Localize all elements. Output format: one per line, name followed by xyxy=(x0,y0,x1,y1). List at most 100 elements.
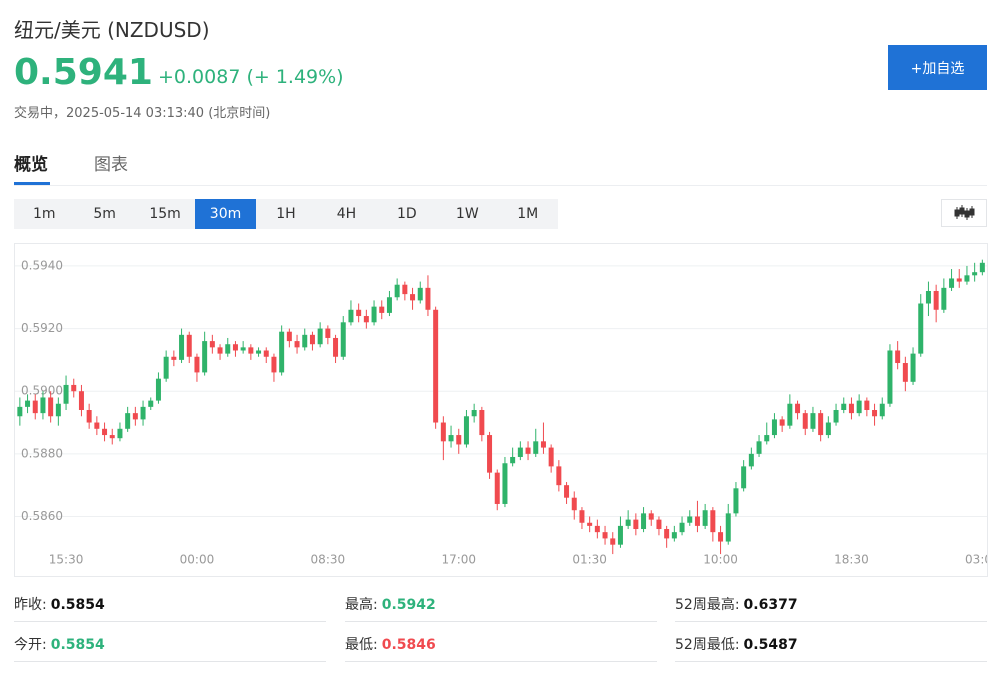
stat-label: 最高: xyxy=(345,597,378,613)
interval-button[interactable]: 5m xyxy=(93,206,116,222)
candle-body xyxy=(502,463,508,504)
candle-body xyxy=(17,406,23,417)
candle-body xyxy=(102,428,108,436)
candle-body xyxy=(594,525,600,533)
tab[interactable]: 图表 xyxy=(94,155,128,175)
candle-body xyxy=(941,287,947,310)
candle-body xyxy=(325,328,331,338)
interval-button[interactable]: 15m xyxy=(149,206,181,222)
candle-body xyxy=(648,513,654,520)
candle-body xyxy=(125,413,131,429)
candle-body xyxy=(972,272,978,276)
x-tick-label: 00:00 xyxy=(180,553,215,567)
chart: 0.5860 0.5880 0.5900 0.5920 0.5940 15:30 00:00… xyxy=(15,258,987,567)
candle-body xyxy=(117,428,123,439)
stat-value: 0.5854 xyxy=(50,597,105,613)
candle-body xyxy=(848,403,854,414)
add-watchlist-button[interactable]: +加自选 xyxy=(888,45,987,90)
divider xyxy=(14,661,326,662)
chart-container: 0.5860 0.5880 0.5900 0.5920 0.5940 15:30 00:00… xyxy=(14,243,988,577)
stat-label: 今开: xyxy=(14,637,47,653)
candle-body xyxy=(340,322,346,357)
candle-body xyxy=(902,363,908,382)
candle-body xyxy=(263,350,269,357)
x-tick-label: 15:30 xyxy=(49,553,84,567)
candle-body xyxy=(564,485,570,498)
candle-body xyxy=(309,334,315,345)
candle-body xyxy=(833,410,839,423)
candle-body xyxy=(433,309,439,423)
candle-body xyxy=(78,391,84,410)
candle-body xyxy=(810,413,816,429)
stat-label: 最低: xyxy=(345,637,378,653)
candle-body xyxy=(279,331,285,373)
candle-body xyxy=(394,284,400,298)
candle-body xyxy=(664,529,670,539)
candle-body xyxy=(248,347,254,354)
candle-body xyxy=(271,356,277,373)
y-tick-label: 0.5860 xyxy=(21,509,63,523)
y-tick-label: 0.5920 xyxy=(21,321,63,335)
candle-body xyxy=(333,337,339,357)
stat: 最高: 0.5942 xyxy=(345,594,436,614)
candle-body xyxy=(517,447,523,457)
price: 0.5941 xyxy=(14,52,153,93)
divider xyxy=(675,621,987,622)
x-tick-label: 08:30 xyxy=(311,553,346,567)
candle-body xyxy=(94,422,100,429)
stat-value: 0.5854 xyxy=(50,637,105,653)
candle-body xyxy=(656,519,662,530)
candle-body xyxy=(410,294,416,301)
candle-body xyxy=(510,456,516,464)
candle-body xyxy=(741,466,747,489)
candle-body xyxy=(487,435,493,473)
candle-body xyxy=(979,262,985,273)
candle-body xyxy=(610,538,616,545)
candle-body xyxy=(964,275,970,282)
interval-button[interactable]: 1M xyxy=(517,206,539,222)
stat-value: 0.5487 xyxy=(743,637,798,653)
candle-body xyxy=(548,447,554,467)
candle-body xyxy=(779,419,785,426)
chart-type-button[interactable] xyxy=(941,199,987,227)
interval-button[interactable]: 1D xyxy=(397,206,417,222)
stat-value: 0.5846 xyxy=(381,637,436,653)
candle-body xyxy=(132,413,138,420)
candle-body xyxy=(887,350,893,404)
candle-body xyxy=(710,510,716,533)
candle-body xyxy=(633,519,639,530)
interval-button[interactable]: 1W xyxy=(455,206,479,222)
candle-body xyxy=(186,334,192,357)
stat: 52周最低: 0.5487 xyxy=(675,634,798,654)
candle-body xyxy=(425,287,431,310)
interval-button[interactable]: 1H xyxy=(276,206,296,222)
stat-label: 52周最低: xyxy=(675,637,740,653)
candle-body xyxy=(679,522,685,533)
candle-body xyxy=(317,328,323,345)
interval-button[interactable]: 30m xyxy=(195,199,256,229)
candle-body xyxy=(356,309,362,317)
divider xyxy=(675,661,987,662)
stat-label: 昨收: xyxy=(14,597,47,613)
candle-body xyxy=(294,341,300,348)
candle-body xyxy=(479,410,485,436)
interval-button[interactable]: 1m xyxy=(32,206,56,222)
interval-button[interactable]: 4H xyxy=(336,206,357,222)
candle-body xyxy=(417,287,423,301)
candle-body xyxy=(525,447,531,454)
candle-body xyxy=(171,356,177,360)
candle-body xyxy=(386,297,392,313)
divider xyxy=(345,661,657,662)
status: 交易中，2025-05-14 03:13:40 (北京时间) xyxy=(14,106,271,121)
candle-body xyxy=(225,344,231,354)
tab-indicator xyxy=(14,182,50,185)
candle-body xyxy=(895,350,901,364)
candle-body xyxy=(956,278,962,282)
tab[interactable]: 概览 xyxy=(14,155,48,175)
candle-body xyxy=(818,413,824,436)
candle-body xyxy=(55,403,61,417)
candle-body xyxy=(471,410,477,417)
stat-value: 0.6377 xyxy=(743,597,798,613)
candle-body xyxy=(148,400,154,407)
